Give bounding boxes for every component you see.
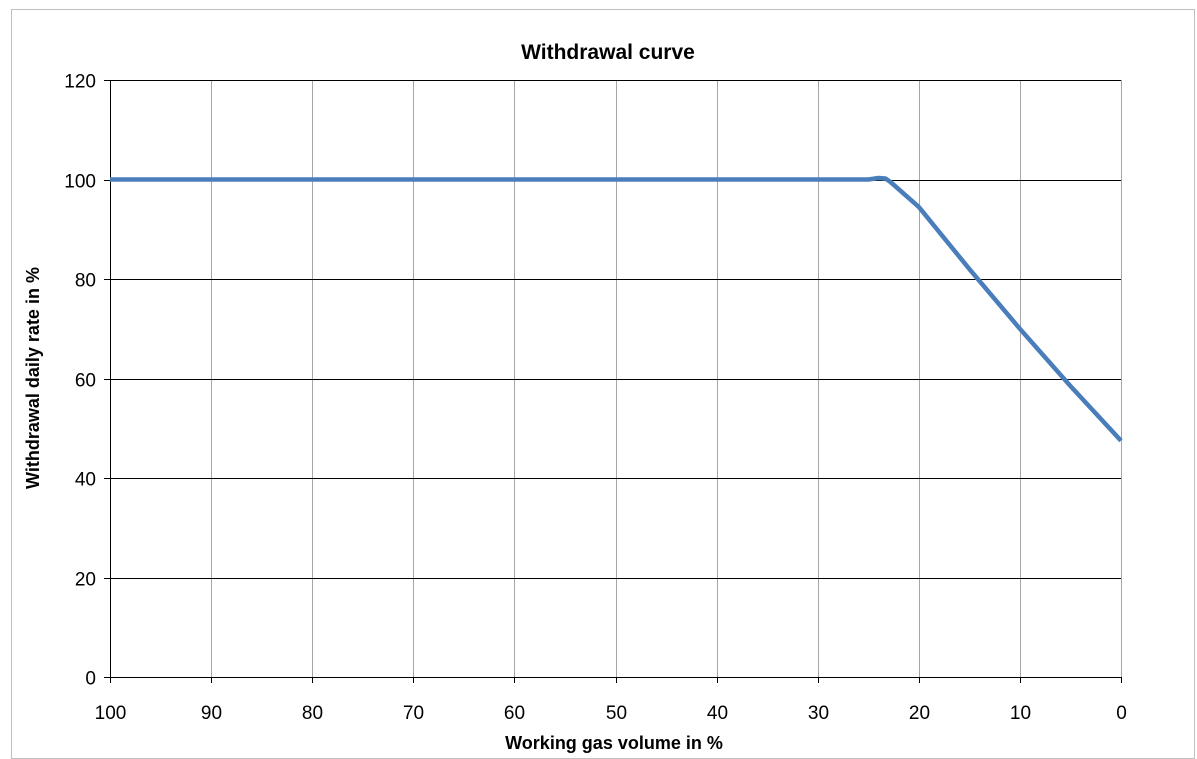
- chart-title: Withdrawal curve: [521, 41, 695, 64]
- x-tick-label: 90: [201, 703, 222, 724]
- y-tick-label: 0: [85, 669, 96, 690]
- axes: [104, 80, 1122, 683]
- x-tick-label: 80: [302, 703, 323, 724]
- y-tick-label: 20: [75, 570, 96, 591]
- y-tick-label: 120: [64, 72, 96, 93]
- y-tick-label: 80: [75, 271, 96, 292]
- x-tick-label: 70: [403, 703, 424, 724]
- x-tick-label: 40: [707, 703, 728, 724]
- y-tick-label: 40: [75, 470, 96, 491]
- x-tick-label: 60: [504, 703, 525, 724]
- series-line: [110, 175, 1123, 443]
- x-tick-label: 0: [1116, 703, 1127, 724]
- x-tick-label: 10: [1010, 703, 1031, 724]
- series-layer: [110, 175, 1123, 443]
- x-axis-title: Working gas volume in %: [505, 733, 723, 753]
- y-tick-label: 100: [64, 172, 96, 193]
- chart-area: [11, 9, 1195, 759]
- x-tick-label: 30: [808, 703, 829, 724]
- y-tick-label: 60: [75, 371, 96, 392]
- x-tick-label: 50: [606, 703, 627, 724]
- x-tick-label: 20: [909, 703, 930, 724]
- y-axis-title: Withdrawal daily rate in %: [23, 267, 43, 489]
- grid-lines: [110, 80, 1122, 678]
- x-tick-label: 100: [95, 703, 127, 724]
